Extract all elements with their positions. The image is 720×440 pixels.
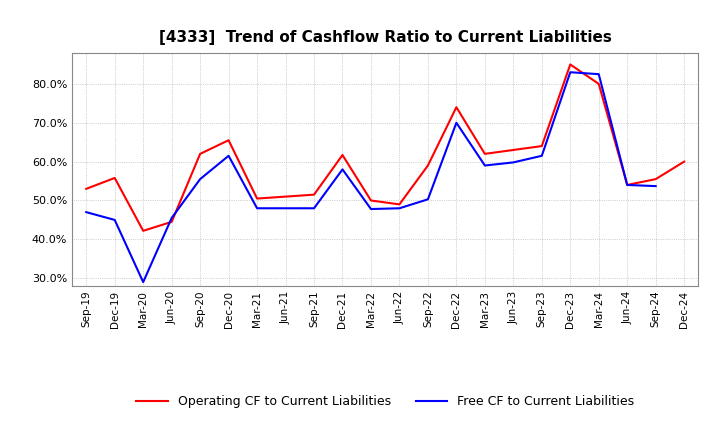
Operating CF to Current Liabilities — [196, 151, 204, 157]
Operating CF to Current Liabilities — [82, 186, 91, 191]
Free CF to Current Liabilities — [253, 205, 261, 211]
Operating CF to Current Liabilities — [623, 182, 631, 187]
Free CF to Current Liabilities — [652, 183, 660, 189]
Operating CF to Current Liabilities — [480, 151, 489, 157]
Free CF to Current Liabilities — [623, 182, 631, 187]
Free CF to Current Liabilities — [225, 153, 233, 158]
Operating CF to Current Liabilities — [537, 143, 546, 149]
Free CF to Current Liabilities — [480, 163, 489, 168]
Legend: Operating CF to Current Liabilities, Free CF to Current Liabilities: Operating CF to Current Liabilities, Fre… — [131, 390, 639, 413]
Title: [4333]  Trend of Cashflow Ratio to Current Liabilities: [4333] Trend of Cashflow Ratio to Curren… — [159, 29, 611, 45]
Free CF to Current Liabilities — [139, 279, 148, 285]
Free CF to Current Liabilities — [395, 205, 404, 211]
Free CF to Current Liabilities — [167, 215, 176, 220]
Operating CF to Current Liabilities — [395, 202, 404, 207]
Operating CF to Current Liabilities — [253, 196, 261, 201]
Operating CF to Current Liabilities — [680, 159, 688, 164]
Free CF to Current Liabilities — [595, 72, 603, 77]
Operating CF to Current Liabilities — [566, 62, 575, 67]
Free CF to Current Liabilities — [423, 197, 432, 202]
Line: Free CF to Current Liabilities: Free CF to Current Liabilities — [86, 72, 656, 282]
Operating CF to Current Liabilities — [423, 163, 432, 168]
Operating CF to Current Liabilities — [509, 147, 518, 153]
Free CF to Current Liabilities — [310, 205, 318, 211]
Operating CF to Current Liabilities — [282, 194, 290, 199]
Free CF to Current Liabilities — [282, 205, 290, 211]
Free CF to Current Liabilities — [82, 209, 91, 215]
Free CF to Current Liabilities — [452, 120, 461, 125]
Free CF to Current Liabilities — [537, 153, 546, 158]
Free CF to Current Liabilities — [196, 176, 204, 182]
Free CF to Current Liabilities — [110, 217, 119, 223]
Line: Operating CF to Current Liabilities: Operating CF to Current Liabilities — [86, 64, 684, 231]
Operating CF to Current Liabilities — [595, 81, 603, 87]
Operating CF to Current Liabilities — [652, 176, 660, 182]
Operating CF to Current Liabilities — [310, 192, 318, 197]
Operating CF to Current Liabilities — [366, 198, 375, 203]
Free CF to Current Liabilities — [566, 70, 575, 75]
Operating CF to Current Liabilities — [139, 228, 148, 234]
Operating CF to Current Liabilities — [225, 138, 233, 143]
Operating CF to Current Liabilities — [167, 219, 176, 224]
Operating CF to Current Liabilities — [110, 175, 119, 180]
Free CF to Current Liabilities — [366, 206, 375, 212]
Operating CF to Current Liabilities — [452, 105, 461, 110]
Free CF to Current Liabilities — [338, 167, 347, 172]
Operating CF to Current Liabilities — [338, 152, 347, 158]
Free CF to Current Liabilities — [509, 160, 518, 165]
